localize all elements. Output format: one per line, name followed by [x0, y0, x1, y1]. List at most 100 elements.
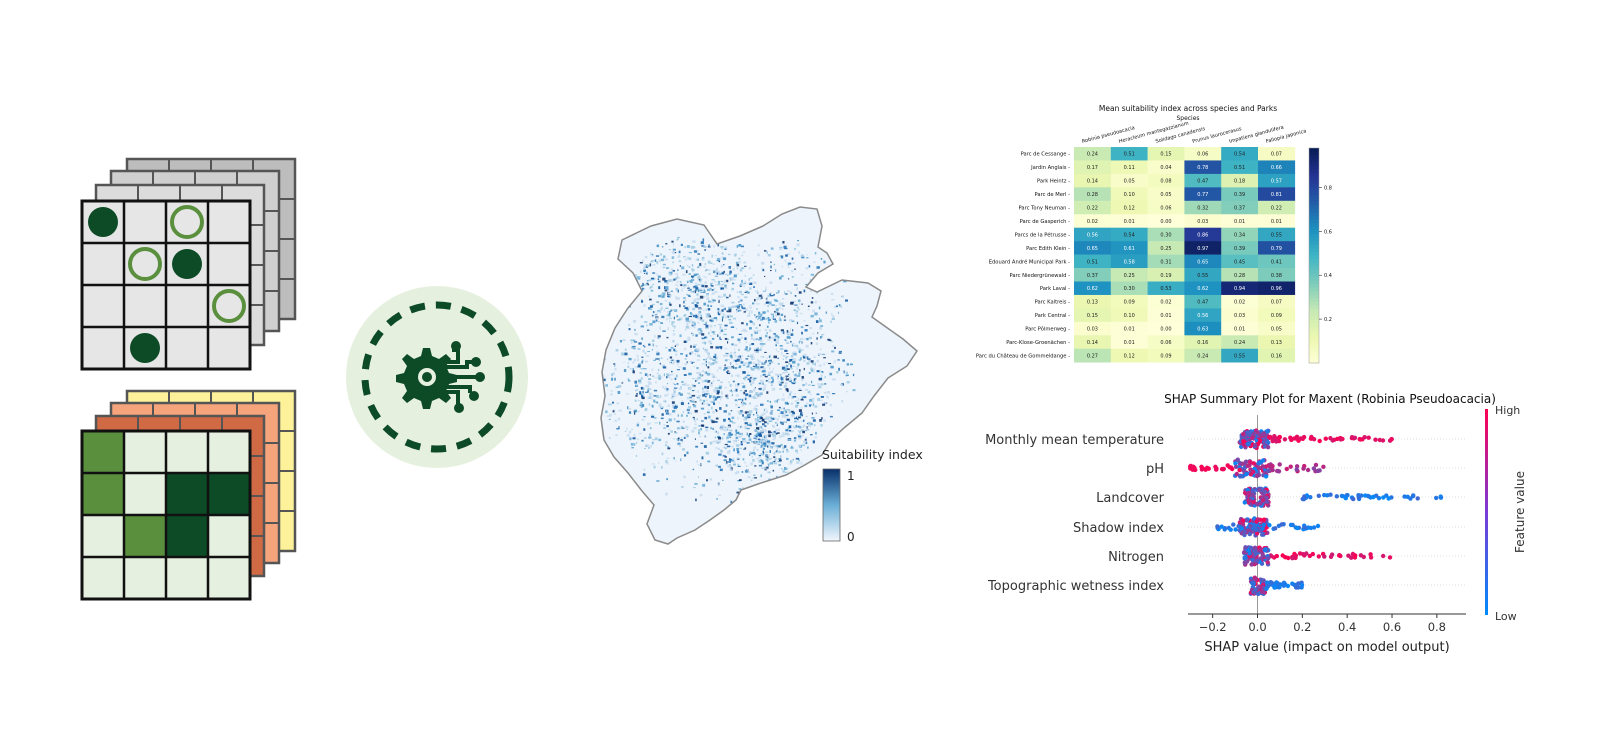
- heatmap-cell-value: 0.15: [1160, 152, 1171, 158]
- shap-point: [1243, 459, 1249, 464]
- heatmap-cell: [1258, 200, 1296, 215]
- heatmap-cell-value: 0.96: [1271, 286, 1282, 292]
- shap-point: [1250, 435, 1255, 440]
- map-legend-colorbar: [822, 468, 841, 542]
- heatmap-cell-value: 0.03: [1234, 313, 1245, 319]
- heatmap-cell: [1110, 321, 1148, 336]
- raster-grid-front: [80, 429, 252, 601]
- shap-point: [1271, 555, 1277, 560]
- shap-xtick: 0.0: [1248, 620, 1266, 634]
- heatmap-cell-value: 0.38: [1271, 273, 1282, 279]
- heatmap-cell-value: 0.65: [1087, 246, 1098, 252]
- heatmap-cell: [1258, 254, 1296, 269]
- map-legend-min: 0: [847, 530, 855, 544]
- heatmap-cell-value: 0.78: [1197, 165, 1208, 171]
- shap-point: [1233, 464, 1239, 469]
- shap-point: [1317, 468, 1322, 473]
- shap-point: [1288, 464, 1293, 469]
- heatmap-cell: [1074, 321, 1112, 336]
- heatmap-cell-value: 0.10: [1124, 192, 1135, 198]
- raster-grid-stack: [80, 389, 297, 601]
- shap-point: [1296, 581, 1301, 586]
- heatmap-cell-value: 0.16: [1271, 353, 1282, 359]
- heatmap-cell-value: 0.06: [1160, 340, 1171, 346]
- shap-point: [1254, 501, 1260, 507]
- heatmap-cell-value: 0.06: [1160, 206, 1171, 212]
- heatmap-cell: [1110, 214, 1148, 228]
- shap-point: [1302, 494, 1307, 499]
- heatmap-cell: [1221, 241, 1259, 255]
- raster-cell: [166, 557, 208, 599]
- heatmap-cell-value: 0.34: [1234, 232, 1245, 238]
- shap-point: [1322, 554, 1327, 559]
- raster-cell: [208, 431, 250, 473]
- shap-point: [1240, 518, 1246, 523]
- heatmap-cell: [1147, 147, 1185, 161]
- shap-point: [1253, 576, 1259, 582]
- heatmap-cell-value: 0.62: [1197, 286, 1208, 292]
- heatmap-cell-value: 0.05: [1124, 179, 1135, 185]
- heatmap-cell-value: 0.28: [1234, 273, 1245, 279]
- heatmap-park-label: Parc Kaltreis -: [1035, 300, 1071, 306]
- shap-point: [1273, 584, 1278, 589]
- shap-point: [1249, 545, 1254, 551]
- heatmap-cell: [1074, 308, 1112, 323]
- shap-point: [1225, 463, 1230, 468]
- heatmap-cell-value: 0.41: [1271, 259, 1282, 265]
- map-suitability-raster: [601, 236, 856, 504]
- heatmap-cell: [1074, 241, 1112, 255]
- shap-point: [1247, 498, 1253, 504]
- heatmap-cell-value: 0.56: [1197, 313, 1208, 319]
- shap-point: [1263, 474, 1269, 479]
- raster-cell: [208, 557, 250, 599]
- raster-cell: [124, 515, 166, 557]
- heatmap-cell-value: 0.55: [1271, 232, 1282, 238]
- heatmap-cell-value: 0.01: [1271, 219, 1282, 225]
- heatmap-xlabel: Species: [1176, 115, 1199, 122]
- heatmap-park-label: Park Central -: [1035, 313, 1070, 319]
- shap-point: [1215, 524, 1220, 529]
- raster-cell: [82, 431, 124, 473]
- heatmap-cell-value: 0.97: [1197, 246, 1208, 252]
- shap-point: [1352, 435, 1358, 440]
- shap-point: [1251, 499, 1256, 505]
- heatmap-park-label: Parc de Gasperich -: [1020, 219, 1070, 225]
- shap-point: [1253, 545, 1258, 551]
- shap-point: [1256, 584, 1261, 590]
- shap-point: [1305, 467, 1311, 473]
- heatmap-cell-value: 0.55: [1197, 273, 1208, 279]
- heatmap-colorbar: 0.8 0.6 0.4 0.2: [1308, 147, 1332, 364]
- shap-xtick: 0.6: [1383, 620, 1401, 634]
- shap-feature-label: Nitrogen: [1108, 550, 1164, 565]
- heatmap-park-label: Edouard André Municipal Park -: [989, 258, 1070, 265]
- raster-cell: [208, 515, 250, 557]
- raster-cell: [166, 431, 208, 473]
- heatmap-cell-value: 0.61: [1124, 246, 1135, 252]
- shap-point: [1301, 466, 1306, 471]
- heatmap-cell: [1110, 200, 1148, 215]
- heatmap-cell-value: 0.16: [1197, 340, 1208, 346]
- shap-point: [1328, 492, 1333, 497]
- shap-point: [1323, 436, 1329, 441]
- background-point-ring: [128, 247, 162, 281]
- heatmap-cell: [1258, 268, 1296, 282]
- heatmap-cell: [1110, 241, 1148, 255]
- shap-point: [1288, 522, 1294, 528]
- shap-point: [1231, 522, 1236, 527]
- shap-feature-label: Landcover: [1096, 491, 1164, 506]
- heatmap-cell: [1258, 187, 1296, 202]
- heatmap-cell: [1221, 147, 1259, 161]
- shap-point: [1316, 554, 1322, 559]
- shap-point: [1245, 463, 1251, 468]
- shap-xtick: −0.2: [1199, 620, 1227, 634]
- heatmap-colorbar-tick: 0.4: [1324, 273, 1332, 279]
- heatmap-cell: [1258, 321, 1296, 336]
- heatmap-cell: [1147, 254, 1185, 269]
- shap-xlabel: SHAP value (impact on model output): [1204, 640, 1449, 655]
- heatmap-park-label: Parc Tony Neuman -: [1019, 206, 1071, 212]
- heatmap-cell-value: 0.65: [1197, 259, 1208, 265]
- shap-point: [1254, 519, 1259, 524]
- shap-point: [1246, 441, 1252, 447]
- heatmap-cell: [1258, 227, 1296, 242]
- heatmap-cell: [1221, 173, 1259, 188]
